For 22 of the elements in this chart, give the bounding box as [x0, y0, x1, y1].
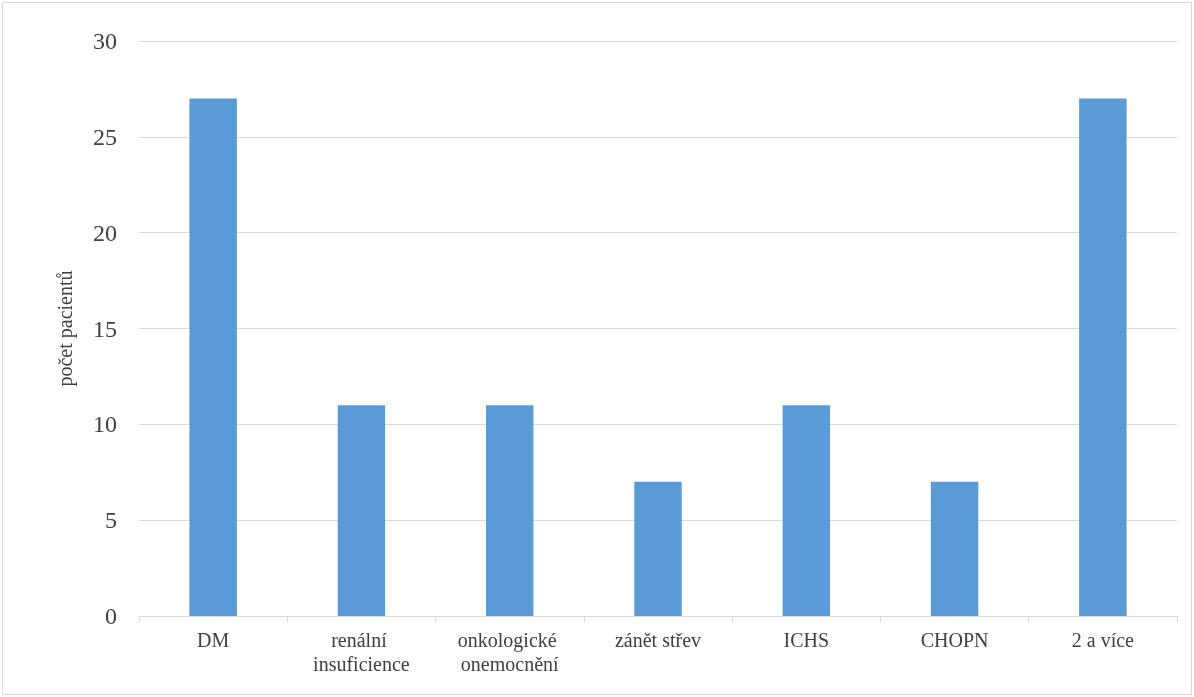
x-tick-label: renální insuficience [313, 629, 410, 675]
y-tick-label: 25 [93, 123, 117, 150]
y-tick-label: 15 [93, 315, 117, 342]
y-tick-label: 20 [93, 219, 117, 246]
x-tick-label: DM [197, 629, 230, 651]
y-tick-label: 10 [93, 411, 117, 438]
bar [189, 98, 237, 616]
y-axis-title: počet pacientů [54, 270, 77, 387]
bar [930, 481, 979, 616]
x-tick-label: ICHS [783, 629, 830, 651]
x-tick-label: CHOPN [920, 629, 989, 651]
bar [1079, 98, 1127, 616]
bar [782, 405, 831, 616]
y-tick-label: 5 [105, 507, 117, 534]
bar [337, 405, 386, 616]
x-tick-label: zánět střev [614, 629, 702, 651]
y-tick-label: 0 [105, 603, 117, 629]
bar [634, 481, 682, 616]
bar [485, 405, 534, 616]
x-tick-label: 2 a více [1071, 629, 1135, 651]
x-tick-label: onkologické onemocnění [457, 629, 562, 675]
y-tick-label: 30 [93, 28, 117, 54]
